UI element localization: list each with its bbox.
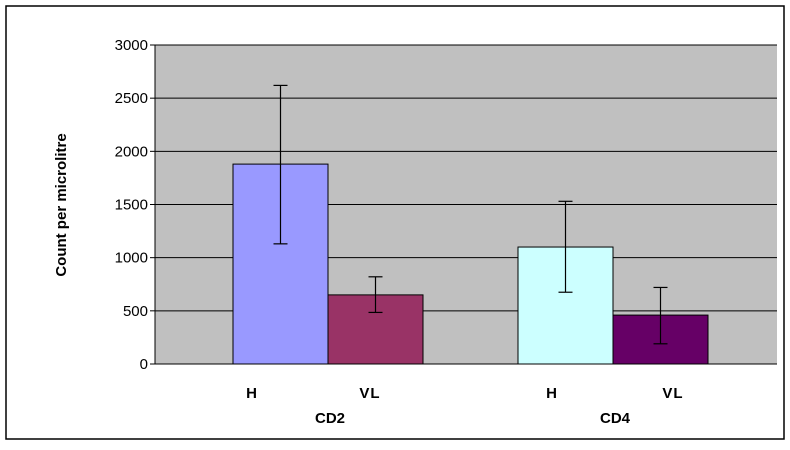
y-tick-labels: 0 500 1000 1500 2000 2500 3000	[115, 37, 148, 373]
group-labels: CD2 CD4	[315, 410, 631, 427]
x-category-label: VL	[359, 385, 380, 402]
x-category-label: VL	[662, 385, 683, 402]
error-bars	[273, 84, 668, 345]
group-label: CD4	[600, 410, 631, 427]
y-tick-label: 500	[123, 303, 148, 320]
y-axis-title: Count per microlitre	[53, 133, 70, 276]
y-tick-label: 1500	[115, 197, 148, 214]
y-tick-label: 2500	[115, 90, 148, 107]
y-tick-label: 3000	[115, 37, 148, 54]
y-tick-label: 0	[140, 356, 148, 373]
group-label: CD2	[315, 410, 345, 427]
axes	[150, 44, 777, 365]
x-category-label: H	[546, 385, 558, 402]
x-category-label: H	[246, 385, 258, 402]
y-tick-label: 1000	[115, 250, 148, 267]
x-category-labels: H VL H VL	[246, 385, 683, 402]
y-tick-label: 2000	[115, 143, 148, 160]
